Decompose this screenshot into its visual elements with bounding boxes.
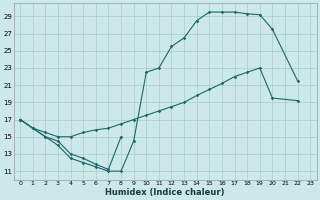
X-axis label: Humidex (Indice chaleur): Humidex (Indice chaleur) — [106, 188, 225, 197]
